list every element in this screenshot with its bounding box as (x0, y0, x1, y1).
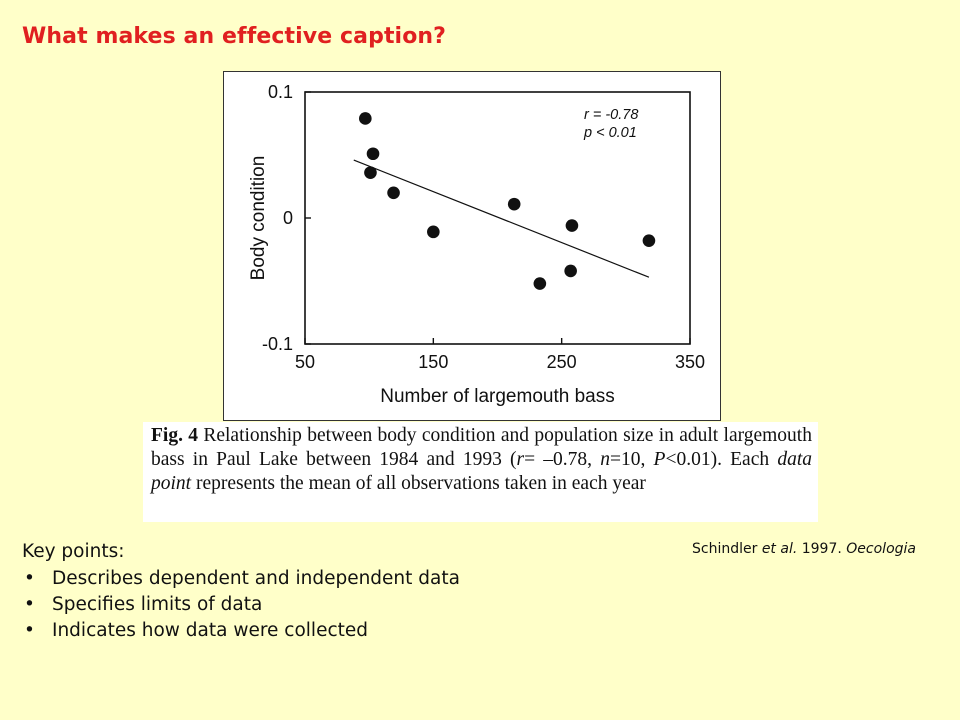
data-point (359, 112, 372, 125)
stat-annotation: p < 0.01 (583, 125, 637, 141)
x-tick-label: 350 (675, 352, 705, 372)
data-point (366, 147, 380, 161)
key-points-heading: Key points: (22, 541, 125, 562)
key-point-item: Describes dependent and independent data (22, 568, 460, 589)
y-tick-label: 0.1 (268, 82, 293, 102)
caption-p-symbol: P (653, 449, 666, 470)
citation: Schindler et al. 1997. Oecologia (692, 541, 916, 557)
trend-line (353, 159, 650, 278)
figure-caption: Fig. 4 Relationship between body conditi… (143, 422, 818, 522)
key-points-list: Describes dependent and independent data… (22, 568, 460, 641)
data-point (642, 234, 656, 247)
key-points: Key points: Describes dependent and inde… (22, 541, 460, 646)
figure-image: 50 150 250 350 -0.1 0 0.1 Number of largemouth … (223, 71, 721, 421)
key-point-item: Specifies limits of data (22, 594, 460, 615)
scatter-chart: 50 150 250 350 -0.1 0 0.1 Number of largemouth … (248, 82, 705, 407)
x-axis-label: Number of largemouth bass (380, 386, 614, 407)
caption-text-1: Relationship between body condition and … (151, 425, 812, 470)
caption-italic-phrase: data point (151, 449, 812, 494)
slide-title: What makes an effective caption? (22, 24, 447, 49)
caption-text-2: = –0.78, (524, 449, 601, 470)
caption-r-symbol: r (516, 449, 525, 470)
data-point (533, 277, 547, 290)
caption-text-4: <0.01). Each (665, 449, 778, 470)
key-point-item: Indicates how data were collected (22, 620, 460, 641)
x-tick-label: 150 (418, 352, 448, 372)
data-point (565, 219, 579, 232)
y-tick-label: -0.1 (262, 334, 293, 354)
citation-year: 1997. (797, 541, 847, 557)
y-tick-label: 0 (283, 208, 293, 228)
data-point (387, 186, 400, 200)
citation-journal: Oecologia (846, 541, 916, 557)
caption-text-3: =10, (609, 449, 654, 470)
caption-text-5: represents the mean of all observations … (191, 473, 646, 494)
data-point (564, 264, 577, 278)
stat-annotation: r = -0.78 (584, 107, 638, 123)
x-tick-label: 50 (295, 352, 315, 372)
citation-et-al: et al. (761, 541, 798, 557)
data-point (507, 197, 521, 211)
data-point (364, 166, 377, 179)
caption-n-symbol: n (600, 449, 610, 470)
x-tick-label: 250 (547, 352, 577, 372)
y-axis-label: Body condition (248, 156, 269, 281)
caption-fig-label: Fig. 4 (151, 425, 199, 446)
data-point (427, 225, 440, 239)
citation-prefix: Schindler (691, 541, 762, 557)
